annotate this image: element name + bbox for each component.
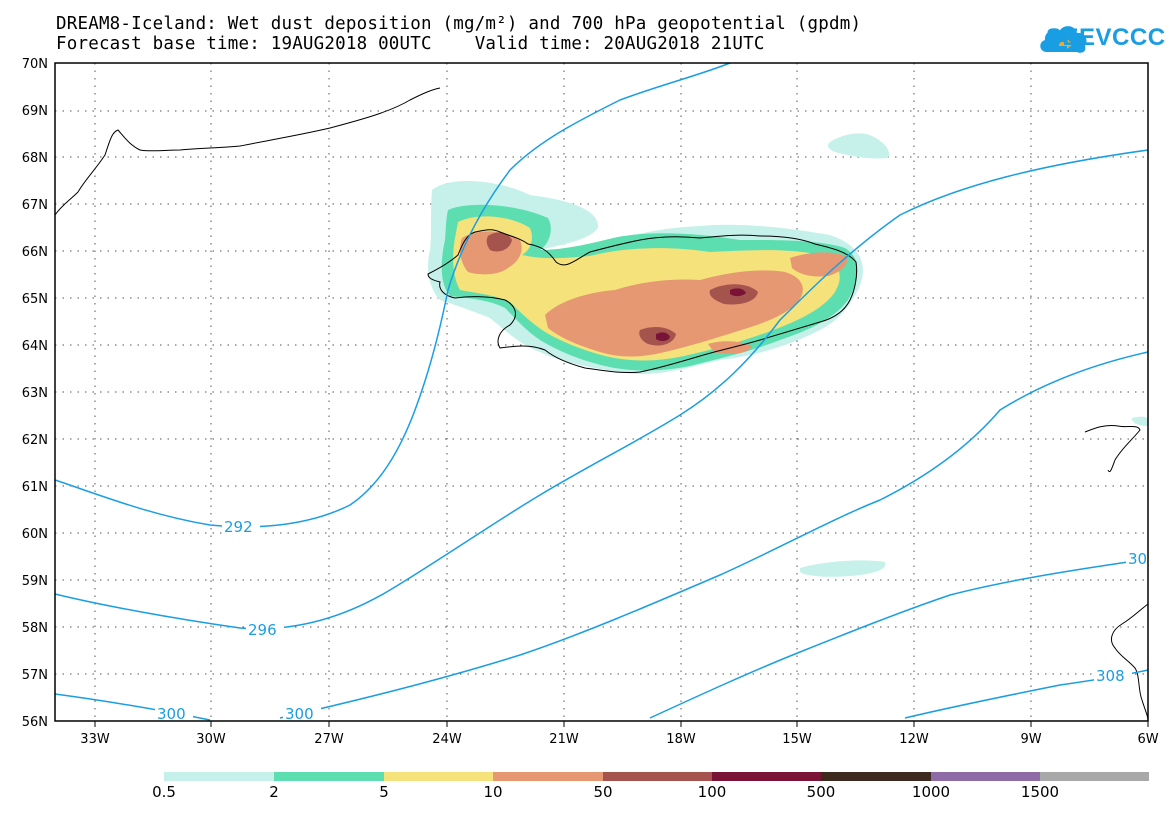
legend-label: 10 [483, 783, 503, 801]
map-subtitle: Forecast base time: 19AUG2018 00UTC Vali… [56, 34, 765, 54]
y-tick-label: 68N [22, 151, 48, 166]
legend-label: 100 [697, 783, 727, 801]
contour-label-304: 30 [1128, 550, 1147, 568]
x-tick-label: 33W [80, 732, 110, 747]
y-tick-label: 67N [22, 198, 48, 213]
x-tick-label: 30W [196, 732, 226, 747]
contour-label-296: 296 [248, 621, 277, 639]
y-tick-label: 58N [22, 621, 48, 636]
legend-label: 0.5 [152, 783, 176, 801]
y-tick-label: 65N [22, 292, 48, 307]
dust-deposition-field [428, 133, 1148, 577]
y-tick-label: 63N [22, 386, 48, 401]
iceland-coast [427, 229, 858, 373]
contour-292 [54, 62, 731, 528]
legend-swatch [493, 772, 603, 781]
y-tick-label: 56N [22, 715, 48, 730]
legend-swatch [164, 772, 274, 781]
legend-swatch [931, 772, 1040, 781]
y-tick-label: 69N [22, 104, 48, 119]
y-tick-label: 61N [22, 480, 48, 495]
geopotential-contours [54, 62, 1149, 721]
x-tick-label: 9W [1020, 732, 1041, 747]
faroe-scotland-coast [1084, 425, 1141, 473]
x-tick-label: 18W [666, 732, 696, 747]
x-axis-labels: 33W 30W 27W 24W 21W 18W 15W 12W 9W 6W [80, 732, 1158, 747]
y-tick-label: 62N [22, 433, 48, 448]
deposition-area-0.5 [1132, 416, 1148, 426]
legend-label: 5 [379, 783, 389, 801]
contour-304 [649, 559, 1149, 719]
contour-300b [279, 351, 1149, 719]
y-tick-label: 66N [22, 245, 48, 260]
legend-label: 50 [593, 783, 613, 801]
deposition-area-100 [730, 288, 746, 297]
legend-label: 500 [806, 783, 836, 801]
deposition-area-50 [486, 232, 512, 252]
legend-label: 1500 [1020, 783, 1060, 801]
logo-text: SEEVCCC [1046, 24, 1166, 51]
deposition-area-0.5 [827, 133, 890, 159]
plot-frame [54, 62, 1149, 722]
legend-label: 2 [269, 783, 279, 801]
x-tick-label: 27W [314, 732, 344, 747]
contour-labels: 292 296 300 300 30 308 [155, 518, 1148, 723]
legend-label: 1000 [911, 783, 951, 801]
deposition-area-0.5 [800, 560, 886, 577]
x-tick-label: 6W [1137, 732, 1158, 747]
contour-label-292: 292 [224, 518, 253, 536]
x-tick-label: 15W [782, 732, 812, 747]
y-tick-label: 70N [22, 57, 48, 72]
legend-swatch [603, 772, 712, 781]
cloud-logo-icon [1040, 26, 1087, 53]
y-tick-label: 59N [22, 574, 48, 589]
y-tick-label: 64N [22, 339, 48, 354]
contour-label-300a: 300 [157, 705, 186, 723]
y-tick-label: 57N [22, 668, 48, 683]
legend-swatch [1040, 772, 1149, 781]
x-tick-label: 12W [899, 732, 929, 747]
graticule [55, 63, 1148, 721]
contour-label-308: 308 [1096, 667, 1125, 685]
contour-label-300b: 300 [285, 705, 314, 723]
legend-colorbar [164, 772, 1149, 781]
greenland-coast [54, 87, 441, 216]
deposition-area-100 [656, 332, 670, 342]
axis-ticks [94, 721, 1149, 727]
map-title: DREAM8-Iceland: Wet dust deposition (mg/… [56, 14, 862, 34]
legend-swatch [384, 772, 493, 781]
legend-swatch [821, 772, 931, 781]
x-tick-label: 21W [549, 732, 579, 747]
legend-swatch [712, 772, 821, 781]
x-tick-label: 24W [432, 732, 462, 747]
y-tick-label: 60N [22, 527, 48, 542]
scotland-coast [1111, 603, 1149, 721]
deposition-area-10 [790, 252, 848, 277]
plot-area [55, 63, 1148, 721]
legend-swatch [274, 772, 384, 781]
y-axis-labels: 70N 69N 68N 67N 66N 65N 64N 63N 62N 61N … [22, 57, 48, 730]
coastlines [54, 87, 1149, 721]
